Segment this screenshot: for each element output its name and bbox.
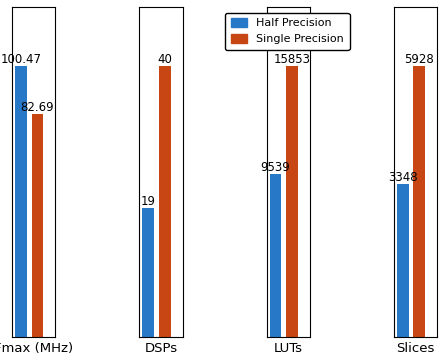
Bar [32, 114, 44, 337]
Bar [397, 184, 408, 337]
Text: 82.69: 82.69 [21, 101, 54, 114]
X-axis label: Slices: Slices [396, 342, 435, 355]
Bar [15, 66, 27, 337]
Text: 3348: 3348 [388, 171, 417, 184]
X-axis label: Fmax (MHz): Fmax (MHz) [0, 342, 73, 355]
Bar [286, 66, 298, 337]
Text: 40: 40 [157, 53, 172, 66]
Bar [270, 174, 281, 337]
Bar [413, 66, 425, 337]
X-axis label: DSPs: DSPs [144, 342, 178, 355]
Text: 19: 19 [141, 195, 156, 208]
Bar [142, 208, 154, 337]
Text: 100.47: 100.47 [0, 53, 41, 66]
Legend: Half Precision, Single Precision: Half Precision, Single Precision [225, 13, 349, 50]
X-axis label: LUTs: LUTs [274, 342, 303, 355]
Text: 15853: 15853 [274, 53, 310, 66]
Text: 5928: 5928 [404, 53, 434, 66]
Text: 9539: 9539 [261, 161, 290, 174]
Bar [159, 66, 170, 337]
